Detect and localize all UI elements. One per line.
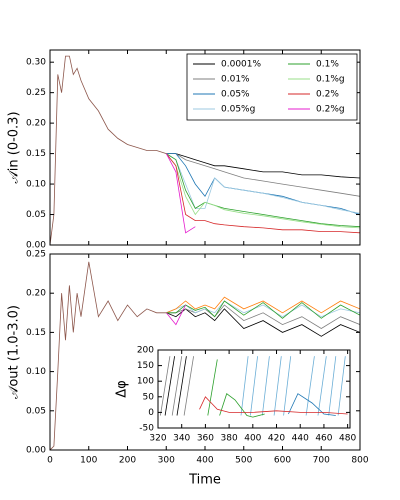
series-line	[165, 304, 186, 326]
y-tick-label: 0.15	[26, 149, 46, 159]
series-line	[166, 300, 360, 319]
y-tick-label: 150	[137, 361, 154, 371]
x-tick-label: 400	[196, 456, 213, 466]
legend-label: 0.2%g	[316, 105, 345, 115]
x-tick-label: 320	[149, 434, 166, 444]
x-axis-label: Time	[188, 473, 221, 488]
x-tick-label: 100	[80, 456, 97, 466]
y-axis-label: 𝒜in (0-0.3)	[7, 111, 22, 183]
series-line	[166, 153, 360, 179]
x-tick-label: 460	[315, 434, 332, 444]
y-tick-label: 0.25	[26, 250, 46, 260]
series-line	[50, 55, 167, 245]
y-tick-label: 50	[143, 392, 155, 402]
series-line	[240, 356, 346, 416]
y-tick-label: 0.05	[26, 210, 46, 220]
x-tick-label: 500	[235, 456, 252, 466]
series-line	[166, 296, 360, 314]
legend-label: 0.1%	[316, 60, 339, 70]
x-tick-label: 600	[274, 456, 291, 466]
series-line	[166, 308, 360, 337]
x-tick-label: 480	[339, 434, 356, 444]
series-line	[165, 153, 196, 234]
x-tick-label: 800	[351, 456, 368, 466]
x-tick-label: 0	[47, 456, 53, 466]
x-tick-label: 300	[158, 456, 175, 466]
x-tick-label: 700	[313, 456, 330, 466]
legend-label: 0.01%	[221, 75, 250, 85]
series-line	[164, 356, 187, 416]
y-axis-label: Δφ	[115, 380, 130, 397]
legend-label: 0.1%g	[316, 75, 345, 85]
y-tick-label: -50	[139, 424, 154, 434]
y-tick-label: 0.15	[26, 328, 46, 338]
series-line	[288, 393, 336, 416]
x-tick-label: 440	[292, 434, 309, 444]
axes-frame	[157, 349, 351, 429]
series-line	[166, 153, 360, 214]
series-line	[166, 304, 360, 329]
x-tick-label: 340	[173, 434, 190, 444]
legend-box	[186, 53, 358, 121]
y-tick-label: 100	[137, 377, 154, 387]
y-tick-label: 0.30	[26, 58, 46, 68]
y-tick-label: 0.00	[26, 241, 46, 251]
y-tick-label: 0.10	[26, 180, 46, 190]
series-line	[166, 153, 360, 228]
y-tick-label: 0.00	[26, 446, 46, 456]
y-axis-label: 𝒜out (1.0-3.0)	[7, 305, 22, 399]
series-line	[166, 153, 360, 197]
y-tick-label: 0.20	[26, 119, 46, 129]
x-tick-label: 400	[244, 434, 261, 444]
series-line	[207, 359, 265, 418]
y-tick-label: 0	[148, 408, 154, 418]
y-tick-label: 0.20	[26, 289, 46, 299]
y-tick-label: 0.05	[26, 406, 46, 416]
y-tick-label: 200	[137, 346, 154, 356]
y-tick-label: 0.25	[26, 88, 46, 98]
x-tick-label: 420	[268, 434, 285, 444]
x-tick-label: 200	[119, 456, 136, 466]
legend-label: 0.0001%	[221, 60, 261, 70]
legend-label: 0.05%g	[221, 105, 255, 115]
series-line	[165, 153, 360, 234]
legend-label: 0.2%	[316, 90, 339, 100]
y-tick-label: 0.10	[26, 367, 46, 377]
series-line	[199, 396, 348, 415]
x-tick-label: 360	[197, 434, 214, 444]
series-line	[160, 356, 194, 416]
x-tick-label: 380	[221, 434, 238, 444]
series-line	[165, 153, 360, 229]
series-line	[50, 261, 167, 450]
legend-label: 0.05%	[221, 90, 250, 100]
